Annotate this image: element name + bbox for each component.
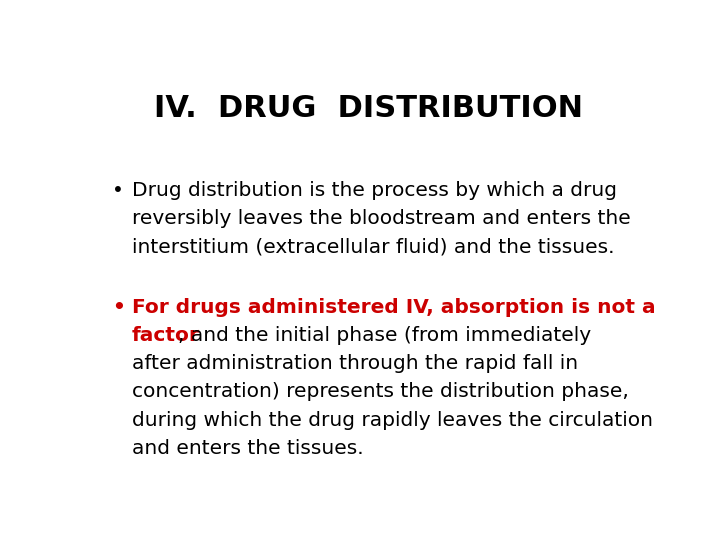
Text: factor: factor: [132, 326, 199, 345]
Text: •: •: [112, 181, 124, 200]
Text: reversibly leaves the bloodstream and enters the: reversibly leaves the bloodstream and en…: [132, 210, 631, 228]
Text: and enters the tissues.: and enters the tissues.: [132, 439, 364, 458]
Text: Drug distribution is the process by which a drug: Drug distribution is the process by whic…: [132, 181, 617, 200]
Text: interstitium (extracellular fluid) and the tissues.: interstitium (extracellular fluid) and t…: [132, 238, 614, 257]
Text: IV.  DRUG  DISTRIBUTION: IV. DRUG DISTRIBUTION: [155, 94, 583, 123]
Text: •: •: [112, 298, 125, 316]
Text: , and the initial phase (from immediately: , and the initial phase (from immediatel…: [178, 326, 590, 345]
Text: concentration) represents the distribution phase,: concentration) represents the distributi…: [132, 382, 629, 401]
Text: after administration through the rapid fall in: after administration through the rapid f…: [132, 354, 578, 373]
Text: during which the drug rapidly leaves the circulation: during which the drug rapidly leaves the…: [132, 411, 653, 430]
Text: For drugs administered IV, absorption is not a: For drugs administered IV, absorption is…: [132, 298, 655, 316]
